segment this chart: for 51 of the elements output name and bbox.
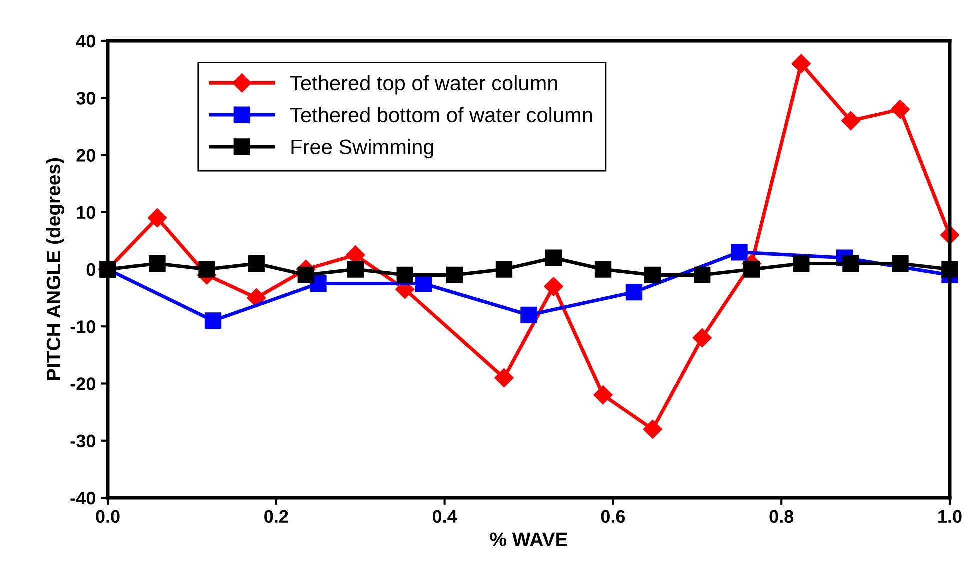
point xyxy=(841,111,861,131)
legend-label: Free Swimming xyxy=(292,139,434,159)
point xyxy=(643,420,662,439)
point xyxy=(446,266,464,284)
y-tick-label: 0 xyxy=(86,263,96,276)
y-tick-label: -30 xyxy=(70,434,96,448)
y-tick-label: -10 xyxy=(70,320,96,334)
y-tick-label: 20 xyxy=(76,149,96,162)
point xyxy=(744,261,760,278)
point xyxy=(594,261,612,278)
x-tick-label: 1.0 xyxy=(938,510,962,524)
point xyxy=(415,275,432,292)
point xyxy=(544,277,564,296)
point xyxy=(792,54,811,74)
legend-label: Tethered bottom of water column xyxy=(290,107,592,123)
point xyxy=(793,255,810,272)
y-tick-label: 30 xyxy=(76,92,96,105)
point xyxy=(494,368,514,388)
point xyxy=(247,288,266,308)
x-axis-title: % WAVE xyxy=(490,532,568,546)
point xyxy=(520,306,538,324)
point xyxy=(626,284,643,301)
y-tick-label: 40 xyxy=(76,34,96,48)
point xyxy=(890,100,910,120)
point xyxy=(148,208,168,228)
point xyxy=(347,261,364,278)
x-tick-label: 0.6 xyxy=(601,510,626,524)
y-tick-label: -20 xyxy=(70,378,96,390)
point xyxy=(396,266,414,284)
point xyxy=(892,255,909,272)
x-tick-label: 0.0 xyxy=(96,510,120,524)
point xyxy=(198,261,216,278)
x-tick-label: 0.8 xyxy=(770,510,794,524)
point xyxy=(496,261,513,278)
point xyxy=(545,250,562,266)
point xyxy=(692,328,712,348)
y-axis-title: PITCH ANGLE (degrees) xyxy=(46,158,65,380)
point xyxy=(694,266,711,284)
x-tick-label: 0.4 xyxy=(432,510,458,524)
point xyxy=(149,255,166,272)
point xyxy=(298,266,314,284)
y-tick-label: -40 xyxy=(70,492,96,505)
point xyxy=(644,266,662,284)
legend-label: Tethered top of water column xyxy=(290,75,558,95)
point xyxy=(731,244,748,261)
point xyxy=(248,255,265,272)
y-tick-label: 10 xyxy=(77,206,96,220)
point xyxy=(204,312,222,330)
point xyxy=(842,255,860,272)
point xyxy=(594,386,613,405)
x-tick-label: 0.2 xyxy=(264,510,288,524)
